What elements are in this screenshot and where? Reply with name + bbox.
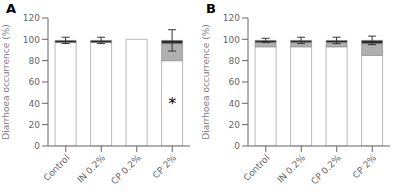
svg-text:IN 0.2%: IN 0.2% [275, 153, 307, 185]
svg-text:120: 120 [23, 13, 40, 23]
svg-text:80: 80 [229, 56, 241, 66]
svg-text:20: 20 [29, 120, 41, 130]
svg-text:80: 80 [29, 56, 41, 66]
html-text:B: B [206, 1, 216, 16]
svg-text:20: 20 [229, 120, 241, 130]
svg-text:CP 0.2%: CP 0.2% [309, 153, 343, 187]
svg-text:CP 0.2%: CP 0.2% [109, 153, 143, 187]
svg-text:100: 100 [223, 35, 240, 45]
svg-text:Diarrhoea occurrence (%): Diarrhoea occurrence (%) [201, 24, 211, 139]
svg-text:100: 100 [23, 35, 40, 45]
svg-text:Control: Control [242, 153, 272, 183]
svg-text:60: 60 [29, 77, 41, 87]
svg-text:0: 0 [234, 141, 240, 151]
svg-text:CP 2%: CP 2% [151, 153, 179, 181]
svg-text:60: 60 [229, 77, 241, 87]
svg-text:40: 40 [29, 99, 41, 109]
svg-text:Control: Control [42, 153, 72, 183]
html-text:A: A [6, 1, 17, 16]
svg-text:120: 120 [223, 13, 240, 23]
svg-text:IN 0.2%: IN 0.2% [75, 153, 107, 185]
svg-text:CP 2%: CP 2% [351, 153, 379, 181]
svg-text:40: 40 [229, 99, 241, 109]
svg-text:0: 0 [34, 141, 40, 151]
svg-text:Diarrhoea occurrence (%): Diarrhoea occurrence (%) [8, 24, 11, 139]
svg-text:*: * [168, 94, 176, 113]
